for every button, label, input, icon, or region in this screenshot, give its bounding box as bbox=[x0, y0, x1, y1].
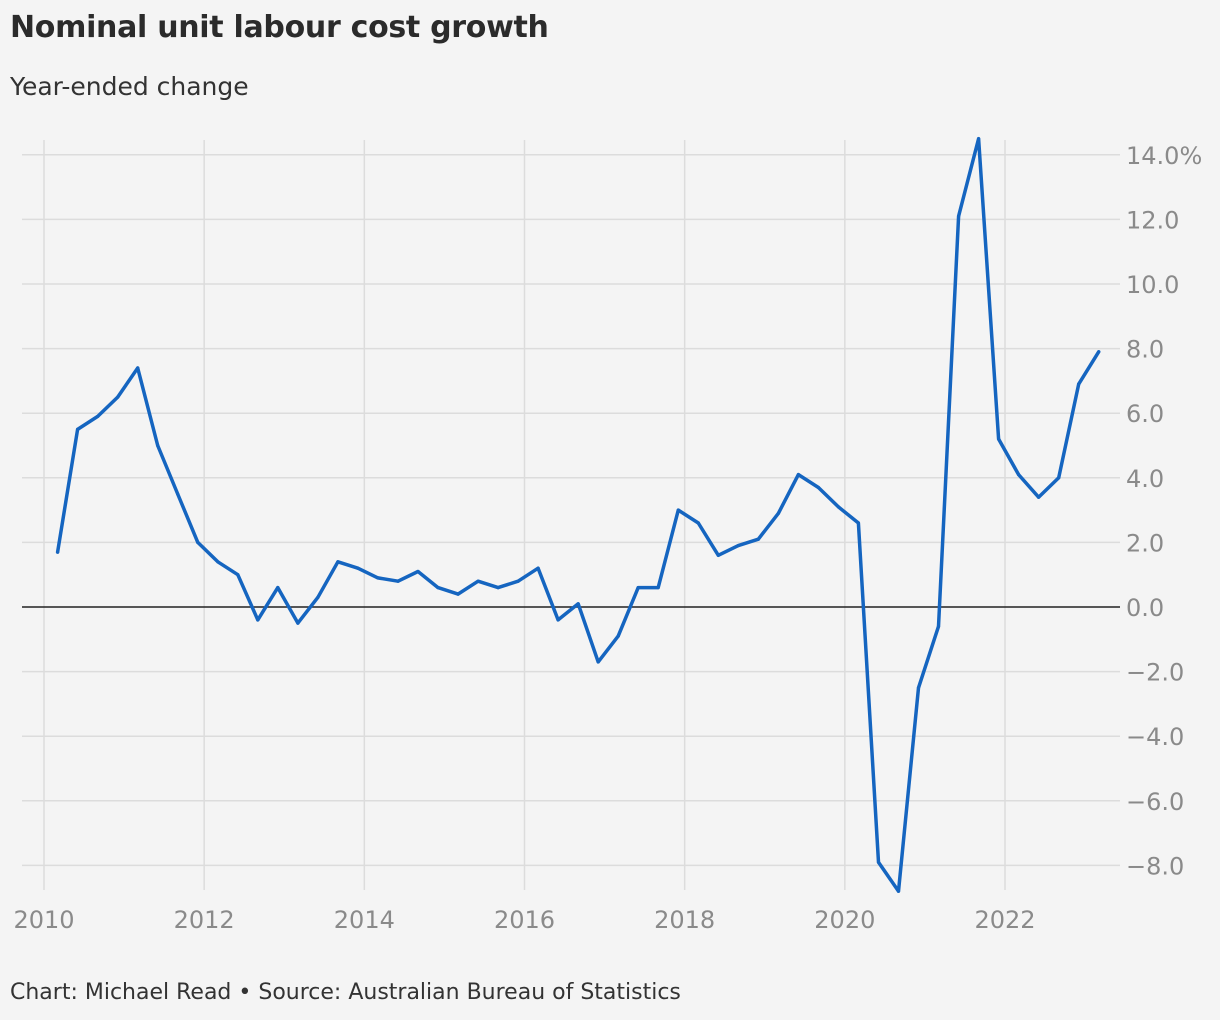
data-point bbox=[796, 473, 801, 477]
data-point bbox=[1057, 476, 1061, 480]
data-point bbox=[856, 521, 861, 525]
data-point bbox=[396, 579, 400, 583]
data-point bbox=[636, 586, 640, 590]
data-point bbox=[136, 366, 140, 370]
data-point bbox=[436, 586, 440, 590]
line-chart: 14.0% 12.0 10.0 8.0 6.0 4.0 2.0 0.0 −2.0 −4.0 −6.0… bbox=[13, 136, 1202, 934]
data-point bbox=[776, 511, 781, 515]
data-point bbox=[836, 505, 841, 509]
data-point bbox=[476, 579, 480, 583]
data-point bbox=[576, 602, 580, 606]
x-tick-label: 2012 bbox=[174, 906, 235, 934]
data-point bbox=[957, 214, 961, 218]
data-point bbox=[96, 414, 100, 418]
x-tick-label: 2016 bbox=[494, 906, 555, 934]
data-point bbox=[156, 443, 160, 448]
series-line bbox=[55, 136, 1101, 893]
data-point bbox=[236, 573, 240, 577]
data-point bbox=[196, 540, 200, 545]
data-point bbox=[316, 595, 320, 599]
data-point bbox=[76, 427, 80, 431]
y-tick-label: 4.0 bbox=[1126, 465, 1164, 493]
y-tick-label: −8.0 bbox=[1126, 852, 1184, 880]
data-point bbox=[1037, 495, 1041, 499]
data-point bbox=[816, 485, 821, 490]
data-point bbox=[656, 586, 660, 590]
source-credit: Chart: Michael Read • Source: Australian… bbox=[10, 980, 681, 1005]
y-tick-label: 12.0 bbox=[1126, 206, 1179, 234]
data-point bbox=[896, 889, 901, 893]
data-point bbox=[556, 618, 560, 622]
data-point bbox=[1017, 473, 1021, 477]
data-point bbox=[716, 553, 720, 557]
data-point bbox=[276, 586, 280, 590]
data-point bbox=[216, 560, 220, 564]
data-point bbox=[296, 621, 300, 625]
y-tick-label: 8.0 bbox=[1126, 336, 1164, 364]
x-tick-label: 2010 bbox=[13, 906, 74, 934]
data-point bbox=[616, 634, 620, 638]
data-point bbox=[416, 569, 420, 574]
data-point bbox=[876, 860, 881, 864]
data-point bbox=[916, 686, 921, 690]
x-tick-label: 2018 bbox=[654, 906, 715, 934]
x-tick-label: 2020 bbox=[814, 906, 875, 934]
x-axis-labels: 2010 2012 2014 2016 2018 2020 2022 bbox=[13, 906, 1035, 934]
chart-subtitle: Year-ended change bbox=[10, 72, 249, 101]
data-point bbox=[356, 566, 360, 570]
data-point bbox=[516, 579, 520, 583]
data-point bbox=[756, 537, 760, 541]
series-layer bbox=[55, 136, 1101, 893]
data-point bbox=[1077, 382, 1081, 386]
data-point bbox=[536, 566, 540, 570]
data-point bbox=[676, 508, 680, 512]
data-point bbox=[376, 576, 380, 580]
data-point bbox=[176, 492, 180, 496]
data-point bbox=[336, 560, 340, 564]
y-tick-label: −6.0 bbox=[1126, 788, 1184, 816]
y-tick-label: 10.0 bbox=[1126, 271, 1179, 299]
y-tick-label: 14.0% bbox=[1126, 142, 1202, 170]
data-point bbox=[936, 624, 941, 629]
y-tick-label: 2.0 bbox=[1126, 529, 1164, 557]
x-tick-label: 2014 bbox=[334, 906, 395, 934]
data-point bbox=[977, 137, 981, 141]
y-tick-label: 6.0 bbox=[1126, 400, 1164, 428]
data-point bbox=[456, 592, 460, 596]
data-point bbox=[997, 437, 1001, 441]
data-point bbox=[696, 521, 700, 525]
data-point bbox=[496, 586, 500, 590]
data-point bbox=[116, 395, 120, 399]
chart-title: Nominal unit labour cost growth bbox=[10, 10, 549, 45]
y-tick-label: −4.0 bbox=[1126, 723, 1184, 751]
data-point bbox=[596, 660, 600, 664]
y-tick-label: −2.0 bbox=[1126, 659, 1184, 687]
x-tick-label: 2022 bbox=[974, 906, 1035, 934]
data-point bbox=[736, 544, 740, 548]
grid-layer bbox=[22, 140, 1120, 890]
y-axis-labels: 14.0% 12.0 10.0 8.0 6.0 4.0 2.0 0.0 −2.0 −4.0 −6.0… bbox=[1126, 142, 1202, 881]
y-tick-label: 0.0 bbox=[1126, 594, 1164, 622]
data-point bbox=[56, 550, 60, 554]
data-point bbox=[1097, 350, 1101, 354]
data-point bbox=[256, 618, 260, 622]
